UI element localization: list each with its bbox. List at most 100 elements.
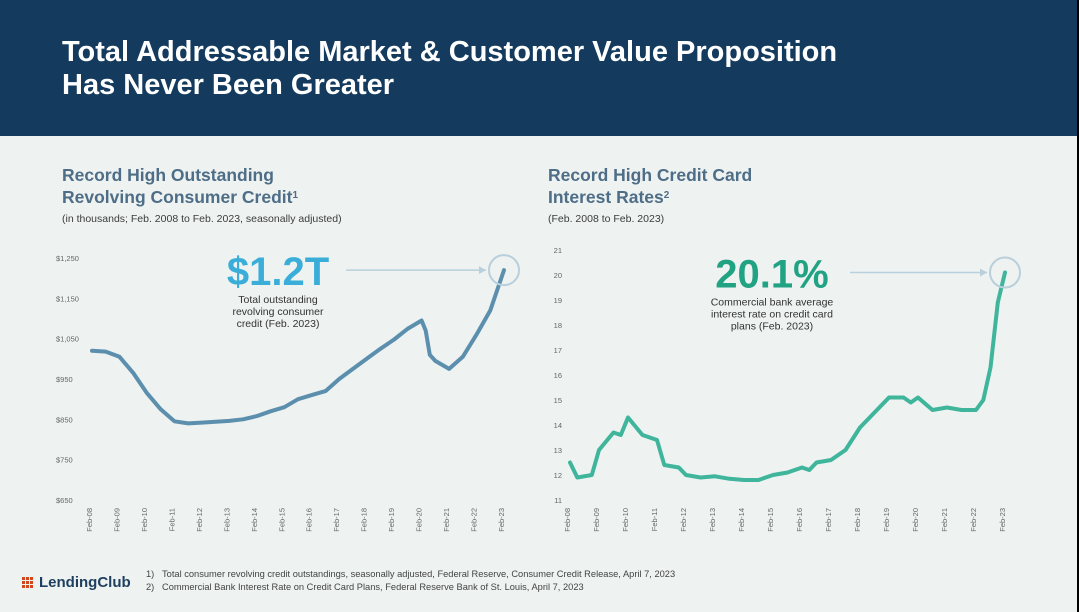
y-tick-label: 21 [554, 246, 562, 255]
right-chart-title-line1: Record High Credit Card [548, 165, 753, 185]
data-point [420, 318, 424, 323]
logo-grid-icon [22, 577, 34, 589]
data-point [996, 300, 1000, 305]
data-point [611, 430, 616, 435]
x-tick-label: Feb-16 [305, 508, 314, 532]
data-point [1003, 270, 1007, 275]
callout-description: Total outstanding [238, 294, 318, 306]
series-line [568, 270, 1007, 482]
x-tick-label: Feb-21 [940, 508, 949, 532]
right-chart-subtitle: (Feb. 2008 to Feb. 2023) [548, 213, 665, 225]
data-point [268, 409, 273, 413]
data-point [597, 448, 601, 452]
footnote-1-number: 1) [146, 569, 155, 579]
y-tick-label: $650 [56, 496, 73, 505]
x-tick-label: Feb-19 [387, 508, 396, 532]
x-tick-label: Feb-13 [222, 508, 231, 532]
y-tick-label: 20 [554, 271, 562, 280]
y-tick-label: 13 [554, 446, 562, 455]
data-point [930, 408, 935, 412]
x-tick-label: Feb-12 [679, 508, 688, 532]
highlight-circle [989, 256, 1021, 289]
x-tick-label: Feb-16 [795, 508, 804, 532]
footnote-2-number: 2) [146, 581, 155, 592]
x-tick-label: Feb-11 [650, 508, 659, 531]
data-point [814, 460, 819, 465]
x-tick-label: Feb-20 [911, 508, 920, 532]
logo-wordmark: LendingClub [39, 574, 131, 591]
data-point [310, 393, 314, 397]
data-point [590, 473, 594, 477]
data-point [742, 478, 746, 482]
data-point [727, 477, 732, 481]
data-point [713, 474, 717, 478]
data-point [296, 397, 300, 401]
page-title: Total Addressable Market & Customer Valu… [62, 36, 837, 102]
revolving-credit-chart: $650 $750 $850 $950 $1,050 $1,150 $1,250 Feb-08… [56, 250, 520, 532]
data-point [424, 329, 428, 333]
footnote-2: 2) Commercial Bank Interest Rate on Credi… [146, 581, 675, 594]
x-tick-label: Feb-08 [563, 508, 572, 532]
interest-rate-chart: 11 12 13 14 15 16 17 18 19 20 21 Feb-08 Feb-09 Feb-10… [554, 246, 1021, 532]
x-tick-label: Feb-09 [112, 508, 121, 532]
data-point [214, 420, 218, 424]
data-point [800, 465, 804, 470]
x-tick-label: Feb-20 [415, 508, 424, 532]
y-tick-label: $1,150 [56, 294, 79, 303]
data-point [337, 377, 341, 381]
data-point [785, 470, 790, 475]
x-tick-label: Feb-18 [360, 508, 369, 532]
x-tick-label: Feb-23 [998, 508, 1007, 532]
data-point [640, 433, 645, 437]
x-tick-label: Feb-17 [824, 508, 833, 532]
data-point [172, 419, 176, 423]
callout-description: revolving consumer [232, 306, 324, 318]
data-point [974, 408, 978, 412]
data-point [872, 410, 877, 415]
x-tick-label: Feb-14 [737, 508, 746, 532]
y-tick-label: 15 [554, 396, 562, 405]
data-point [916, 395, 920, 400]
y-tick-label: 18 [554, 321, 562, 330]
data-point [433, 359, 437, 363]
x-tick-label: Feb-09 [592, 508, 601, 532]
data-point [241, 417, 245, 421]
data-point [858, 425, 862, 430]
data-point [756, 478, 761, 482]
data-point [461, 355, 465, 359]
x-tick-label: Feb-21 [442, 508, 451, 532]
x-tick-label: Feb-10 [140, 508, 149, 532]
data-point [145, 391, 149, 395]
data-point [981, 398, 985, 402]
data-point [255, 414, 259, 418]
callout-description: plans (Feb. 2023) [731, 321, 813, 333]
data-point [200, 420, 204, 425]
x-tick-label: Feb-22 [969, 508, 978, 532]
data-point [131, 371, 135, 375]
y-tick-label: $1,050 [56, 335, 79, 344]
x-tick-label: Feb-15 [277, 508, 286, 532]
data-point [807, 468, 811, 472]
callout-value: 20.1% [715, 253, 828, 297]
page-title-line1: Total Addressable Market & Customer Valu… [62, 36, 838, 68]
data-point [488, 308, 492, 313]
data-point [771, 473, 775, 477]
footnote-2-text: Commercial Bank Interest Rate on Credit … [162, 581, 584, 592]
y-tick-label: 12 [554, 471, 562, 480]
right-chart-title-line2: Interest Rates [548, 187, 664, 207]
highlight-circle [488, 254, 520, 287]
data-point [829, 458, 833, 462]
data-point [887, 395, 891, 400]
left-chart-title: Record High Outstanding Revolving Consum… [62, 164, 298, 208]
data-point [909, 400, 913, 405]
callout-description: interest rate on credit card [711, 309, 833, 321]
data-point [378, 347, 382, 351]
data-point [428, 353, 432, 357]
data-point [568, 460, 572, 465]
data-point [655, 438, 659, 442]
y-tick-label: 11 [554, 496, 562, 505]
y-tick-label: 16 [554, 371, 562, 380]
y-tick-label: 19 [554, 296, 562, 305]
left-chart-footnote-ref: 1 [292, 190, 299, 201]
x-tick-label: Feb-12 [195, 508, 204, 532]
